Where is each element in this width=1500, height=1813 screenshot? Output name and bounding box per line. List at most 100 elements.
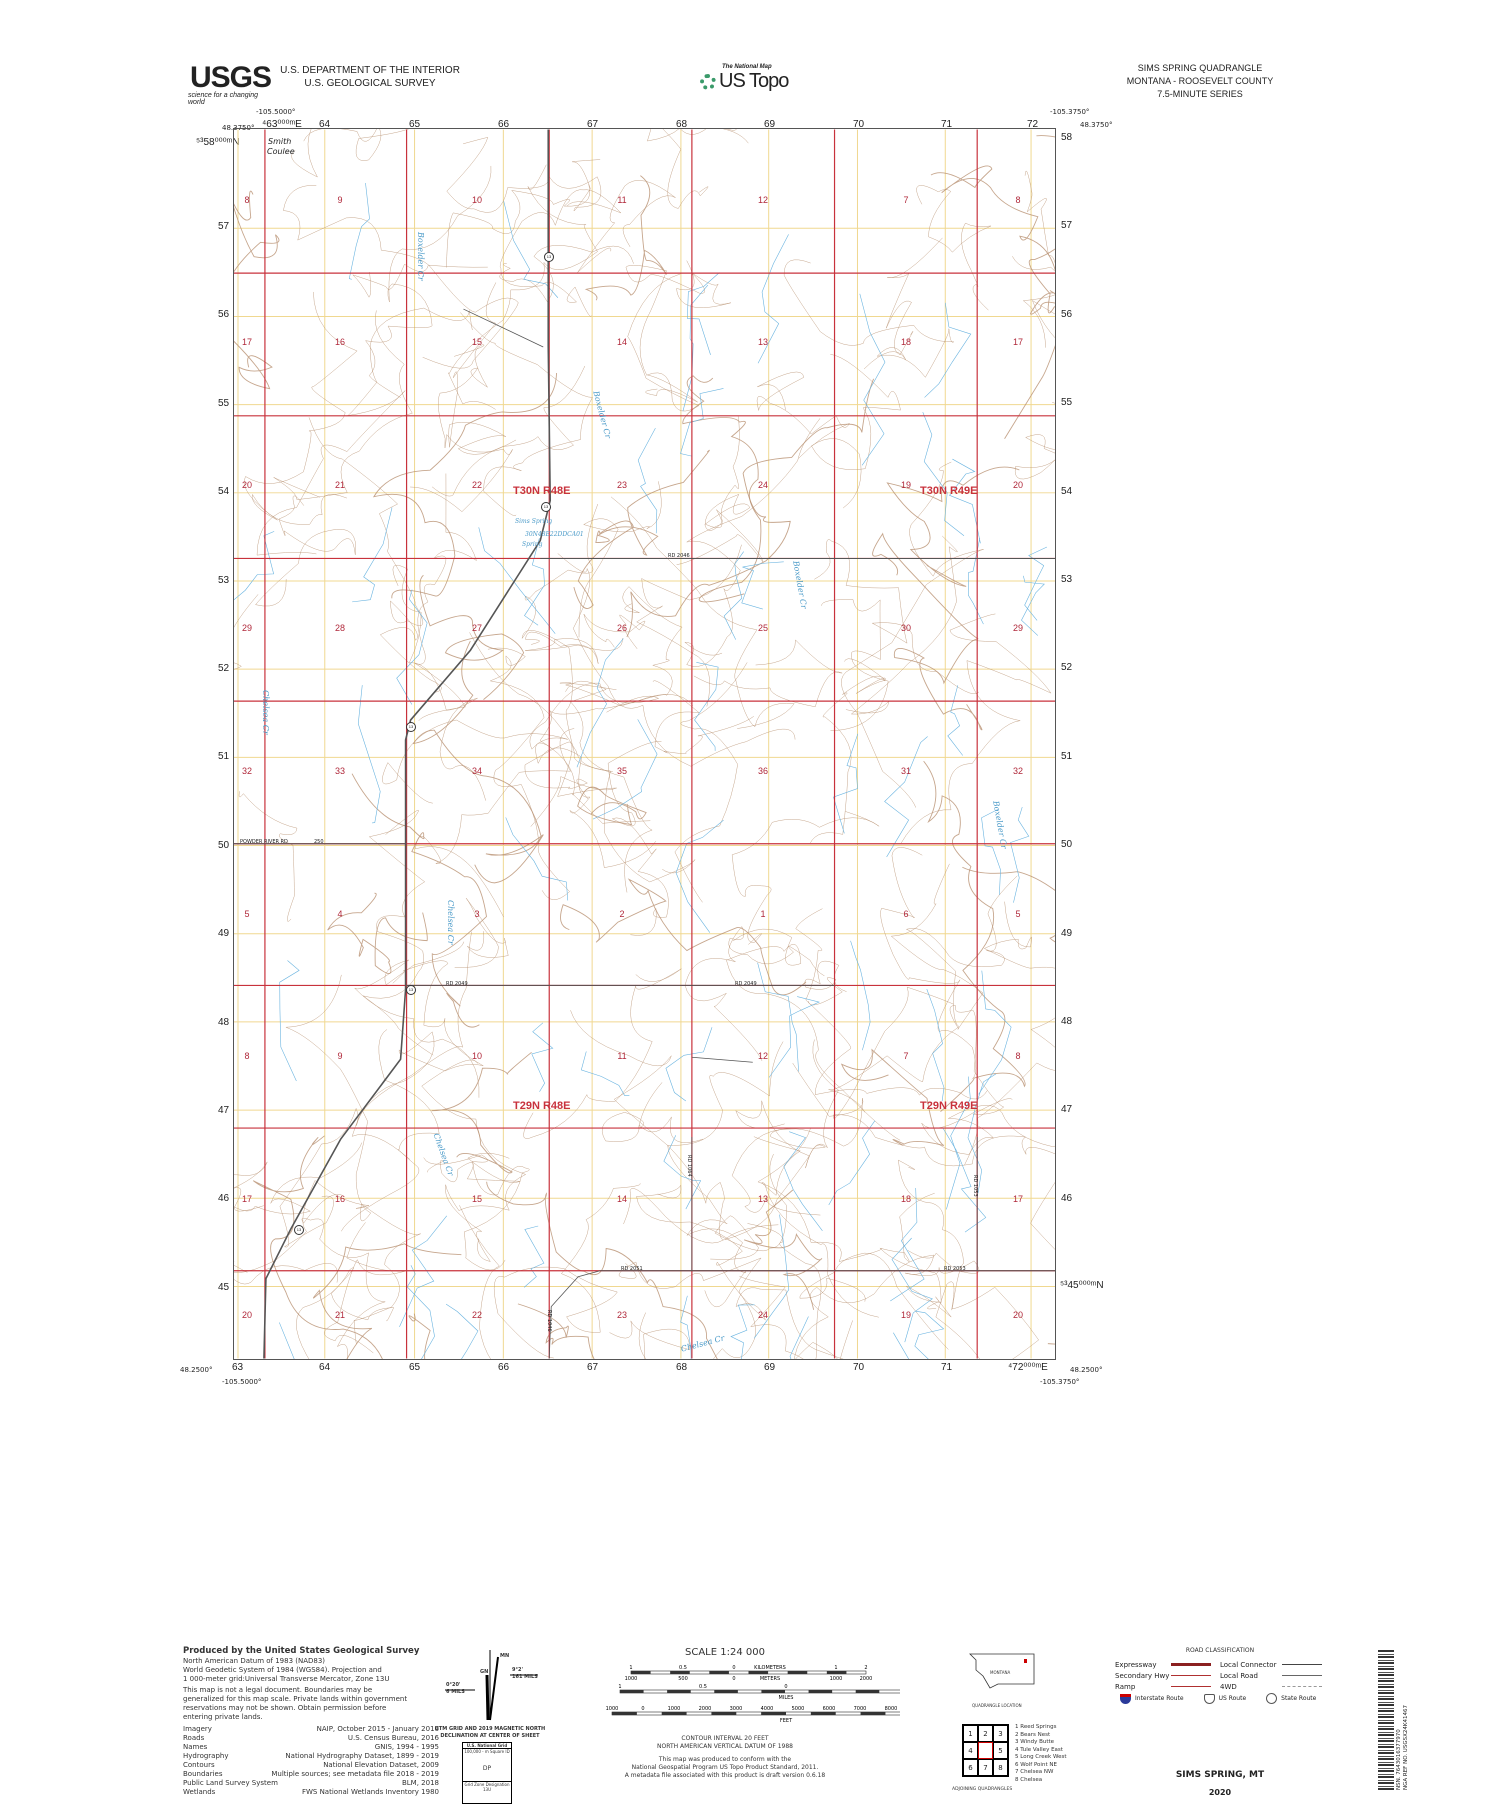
section-number: 7 [903,1051,909,1061]
contour-line [419,574,525,701]
adjoining-cell: 5 [993,1742,1008,1759]
credit-source: Roads [183,1734,205,1742]
section-number: 20 [1012,480,1023,490]
road-swatch [1171,1686,1211,1687]
sheet-name: SIMS SPRING, MT [1175,1770,1265,1780]
utm-northing-left: 53 [218,574,230,586]
contour-line [916,185,992,311]
utm-northing-left: 49 [218,928,230,940]
contour-line [962,866,1055,943]
road-label: RD 1064 [686,1155,692,1177]
contour-line [601,1082,704,1143]
stream [967,1073,997,1194]
contour-line [743,1189,823,1310]
section-number: 23 [616,480,627,490]
section-number: 25 [757,623,768,633]
decl-right-angle: 9°2' [512,1667,523,1673]
utm-northing-right: 56 [1061,308,1073,320]
section-number: 27 [471,623,482,633]
scale-segment [711,1712,737,1715]
stream [924,302,972,398]
se-northing: ⁵³45⁰⁰⁰ᵐN [1060,1280,1104,1291]
contour-line [283,185,519,369]
shield-label: State Route [1281,1695,1317,1702]
legal-line: This map is not a legal document. Bounda… [183,1686,373,1694]
stream [505,817,569,901]
contour-line [676,416,764,565]
contour-line [814,539,980,695]
stream [757,962,799,1072]
section-number: 24 [757,1310,768,1320]
contour-line [446,184,591,268]
contour-line [886,466,1020,587]
road-class-row: Local Road [1220,1670,1322,1681]
utm-northing-right: 51 [1061,750,1073,762]
contour-line [833,986,1055,1167]
scale-segment [620,1690,644,1693]
contour-line [499,245,634,303]
road-swatch [1282,1664,1322,1665]
section-number: 13 [757,1194,768,1204]
utm-easting-bottom: 64 [319,1362,331,1373]
contour-line [783,259,955,378]
standard-note: A metadata file associated with this pro… [624,1772,826,1779]
contour-line [234,190,280,390]
stream [943,1128,987,1233]
adjoining-cell: 3 [993,1725,1008,1742]
contour-line [559,586,683,707]
section-number: 33 [334,766,345,776]
credit-value: National Elevation Dataset, 2009 [323,1761,439,1769]
contour-line [684,418,821,667]
quad-state: MONTANA - ROOSEVELT COUNTY [1126,76,1274,86]
national-grid-box: U.S. National Grid 100,000 - m Square ID… [462,1742,512,1804]
contour-line [573,449,710,609]
ne-longitude: -105.3750° [1050,108,1090,116]
adjoining-cell: 4 [963,1742,978,1759]
section-number: 28 [334,623,345,633]
road-class-title: ROAD CLASSIFICATION [1185,1647,1255,1654]
utm-northing-left: 45 [218,1281,230,1293]
contour-line [408,1313,431,1359]
decl-right-mils: 161 MILS [512,1674,538,1680]
stream [687,272,720,355]
section-number: 34 [471,766,482,776]
section-number: 30 [900,623,911,633]
nw-easting: ⁴63⁰⁰⁰ᵐE [262,119,302,130]
stream [922,411,965,537]
contour-line [652,680,754,754]
section-number: 8 [244,1051,250,1061]
credit-row: Hydrography National Hydrography Dataset,… [183,1752,439,1761]
dept-line1: U.S. DEPARTMENT OF THE INTERIOR [280,65,460,76]
contour-line [412,640,544,884]
section-number: 11 [617,195,627,205]
section-number: 23 [616,1310,627,1320]
contour-line [724,1100,810,1241]
contour-line [460,312,593,517]
utm-northing-right: 49 [1061,927,1073,939]
stream [914,1310,945,1359]
stream [396,589,428,705]
contour-line [880,847,977,1080]
scale-segment [808,1690,833,1693]
scale-label: 1000 [606,1706,619,1712]
utm-easting-top: 69 [764,119,776,130]
credit-source: Imagery [183,1725,212,1733]
credit-row: Imagery NAIP, October 2015 - January 2016 [183,1725,439,1734]
contour-line [609,1320,691,1359]
stream [789,1316,809,1359]
declination-diagram [445,1650,538,1721]
adjoining-caption: ADJOINING QUADRANGLES [952,1787,1013,1792]
stream [890,1188,925,1302]
section-number: 9 [337,1051,343,1061]
credit-row: Roads U.S. Census Bureau, 2016 [183,1734,439,1743]
stream [947,685,964,756]
section-number: 3 [474,909,480,919]
topographic-map[interactable] [233,128,1056,1360]
contour-line [731,811,880,945]
contour-line [923,760,1026,1112]
scale-segment [631,1671,651,1674]
contour-line [828,875,1018,1113]
credit-value: U.S. Census Bureau, 2016 [347,1734,439,1742]
scale-label: 0.5 [679,1665,687,1671]
